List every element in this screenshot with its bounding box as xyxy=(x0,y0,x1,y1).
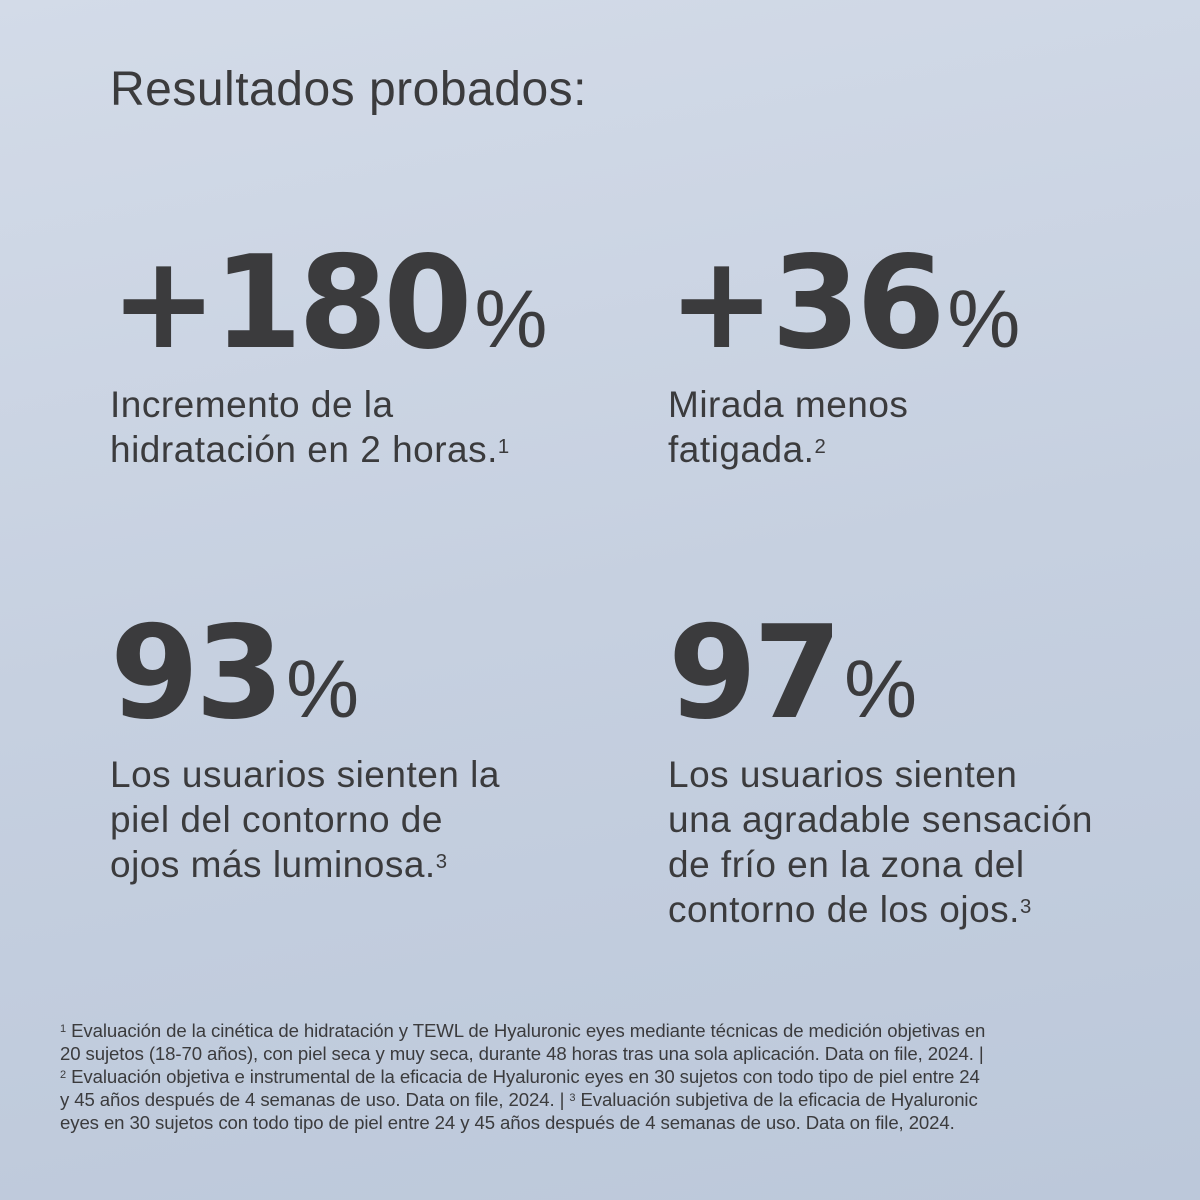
footnote-text: Evaluación subjetiva de la eficacia de H… xyxy=(580,1089,978,1110)
stat-description: Los usuarios sienten una agradable sensa… xyxy=(668,752,1093,932)
stat-hydration: +180% Incremento de la hidratación en 2 … xyxy=(110,240,547,472)
stat-fatigue: +36% Mirada menos fatigada.2 xyxy=(668,240,1020,472)
stat-unit: % xyxy=(844,644,918,735)
desc-line: Incremento de la xyxy=(110,384,394,425)
stat-cooling: 97% Los usuarios sienten una agradable s… xyxy=(668,610,1093,932)
stat-description: Mirada menos fatigada.2 xyxy=(668,382,1020,472)
footnote-line: y 45 años después de 4 semanas de uso. D… xyxy=(60,1088,985,1111)
stat-unit: % xyxy=(947,274,1021,365)
stat-unit: % xyxy=(286,644,360,735)
desc-text: fatigada. xyxy=(668,429,815,470)
stat-value: 93 xyxy=(110,599,284,748)
footnote-text: y 45 años después de 4 semanas de uso. D… xyxy=(60,1089,565,1110)
page-title: Resultados probados: xyxy=(110,63,587,116)
stat-unit: % xyxy=(474,274,548,365)
footnote-ref: 3 xyxy=(1019,896,1032,918)
desc-line: piel del contorno de xyxy=(110,799,443,840)
desc-line: de frío en la zona del xyxy=(668,844,1025,885)
desc-line: hidratación en 2 horas.1 xyxy=(110,427,547,472)
footnote-ref: 3 xyxy=(435,851,448,873)
footnote-line: eyes en 30 sujetos con todo tipo de piel… xyxy=(60,1112,955,1133)
desc-text: hidratación en 2 horas. xyxy=(110,429,498,470)
footnote-line: 20 sujetos (18-70 años), con piel seca y… xyxy=(60,1043,984,1064)
desc-text: ojos más luminosa. xyxy=(110,844,436,885)
stat-description: Los usuarios sienten la piel del contorn… xyxy=(110,752,500,887)
desc-line: Los usuarios sienten xyxy=(668,754,1018,795)
desc-line: fatigada.2 xyxy=(668,427,1020,472)
footnote-line: 1 Evaluación de la cinética de hidrataci… xyxy=(60,1019,985,1042)
footnote-number: 3 xyxy=(569,1092,576,1104)
footnote-text: Evaluación de la cinética de hidratación… xyxy=(71,1020,986,1041)
desc-line: Mirada menos xyxy=(668,384,909,425)
footnote-ref: 1 xyxy=(497,436,510,458)
desc-line: una agradable sensación xyxy=(668,799,1093,840)
desc-line: contorno de los ojos.3 xyxy=(668,887,1093,932)
stat-value: 97 xyxy=(668,599,842,748)
footnotes: 1 Evaluación de la cinética de hidrataci… xyxy=(60,1019,985,1134)
footnote-ref: 2 xyxy=(814,436,827,458)
stat-value: +36 xyxy=(668,229,945,378)
desc-text: contorno de los ojos. xyxy=(668,889,1020,930)
footnote-text: Evaluación objetiva e instrumental de la… xyxy=(71,1066,980,1087)
desc-line: Los usuarios sienten la xyxy=(110,754,500,795)
stat-description: Incremento de la hidratación en 2 horas.… xyxy=(110,382,547,472)
desc-line: ojos más luminosa.3 xyxy=(110,842,500,887)
footnote-line: 2 Evaluación objetiva e instrumental de … xyxy=(60,1065,985,1088)
footnote-number: 2 xyxy=(60,1069,67,1081)
stat-luminosity: 93% Los usuarios sienten la piel del con… xyxy=(110,610,500,887)
stat-value: +180 xyxy=(110,229,472,378)
footnote-number: 1 xyxy=(60,1023,67,1035)
